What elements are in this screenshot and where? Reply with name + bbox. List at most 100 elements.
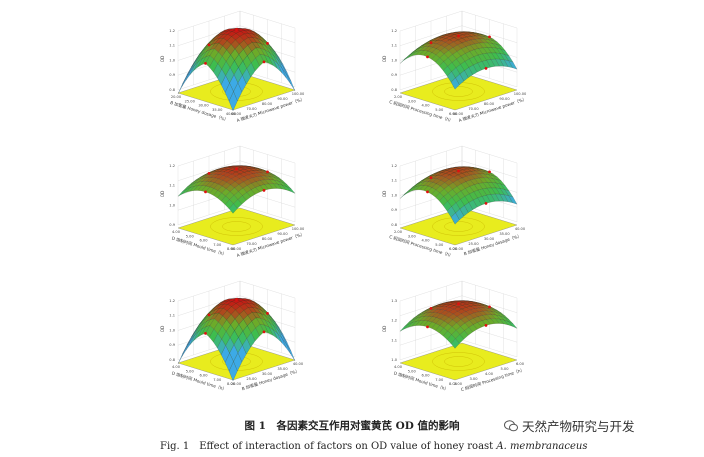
design-point xyxy=(488,305,491,309)
y-tick-label: 60.00 xyxy=(231,112,242,116)
design-point xyxy=(426,190,429,194)
z-tick-label: 1.1 xyxy=(169,44,175,48)
y-tick-label: 80.00 xyxy=(262,102,273,106)
y-tick-label: 35.00 xyxy=(277,367,288,371)
design-point xyxy=(204,190,207,194)
z-tick-label: 1.1 xyxy=(391,338,397,342)
z-tick-label: 0.8 xyxy=(169,358,175,362)
design-point xyxy=(266,41,269,45)
design-point xyxy=(207,171,211,175)
z-tick-label: 1.2 xyxy=(169,29,175,33)
z-tick-label: 0.9 xyxy=(391,73,397,77)
design-point xyxy=(204,61,207,65)
design-point xyxy=(429,176,433,180)
x-tick-label: 2.00 xyxy=(394,95,403,99)
x-axis-ticks: 4.00 5.00 6.00 7.00 8.00 xyxy=(172,230,236,251)
z-axis-label: OD xyxy=(382,326,387,333)
x-tick-label: 7.00 xyxy=(213,378,222,382)
y-tick-label: 90.00 xyxy=(277,97,288,101)
journal-watermark: 天然产物研究与开发 xyxy=(504,416,635,435)
design-point xyxy=(484,66,488,70)
x-tick-label: 2.00 xyxy=(394,230,403,234)
z-tick-label: 1.0 xyxy=(169,203,175,207)
z-tick-label: 1.2 xyxy=(169,164,175,168)
response-surface xyxy=(399,166,518,225)
z-axis-label: OD xyxy=(160,191,165,198)
figure-caption-chinese: 图 1 各因素交互作用对蜜黄芪 OD 值的影响 xyxy=(244,420,460,432)
x-tick-label: 35.00 xyxy=(212,108,223,112)
x-tick-label: 25.00 xyxy=(185,99,196,103)
x-tick-label: 6.00 xyxy=(199,374,208,378)
design-point xyxy=(266,170,269,174)
y-axis-ticks: 60.00 70.00 80.00 90.00 100.00 xyxy=(231,227,305,251)
contour-line xyxy=(444,356,473,367)
z-tick-label: 1.2 xyxy=(169,299,175,303)
x-tick-label: 7.00 xyxy=(213,243,222,247)
z-tick-label: 1.1 xyxy=(391,44,397,48)
design-point xyxy=(207,43,211,47)
figure-caption-english: Fig. 1 Effect of interaction of factors … xyxy=(160,437,587,452)
y-tick-label: 4.00 xyxy=(485,372,494,376)
y-tick-label: 80.00 xyxy=(484,102,495,106)
design-point xyxy=(457,302,460,306)
y-tick-label: 30.00 xyxy=(262,372,273,376)
y-tick-label: 30.00 xyxy=(484,237,495,241)
z-tick-label: 1.1 xyxy=(169,184,175,188)
design-point xyxy=(262,188,266,192)
contour-line xyxy=(210,217,263,236)
x-tick-label: 3.00 xyxy=(408,234,417,238)
design-points xyxy=(426,34,491,70)
x-tick-label: 8.00 xyxy=(227,247,236,251)
x-tick-label: 4.00 xyxy=(394,365,403,369)
y-axis-ticks: 20.00 25.00 30.00 35.00 40.00 xyxy=(231,362,304,386)
y-tick-label: 60.00 xyxy=(231,247,242,251)
design-point xyxy=(235,28,238,31)
y-tick-label: 40.00 xyxy=(515,227,526,231)
y-tick-label: 3.00 xyxy=(469,377,478,381)
y-tick-label: 25.00 xyxy=(246,377,257,381)
response-surface xyxy=(177,28,296,112)
design-point xyxy=(262,60,266,64)
x-tick-label: 5.00 xyxy=(408,369,417,373)
z-tick-label: 0.8 xyxy=(391,223,397,227)
y-tick-label: 35.00 xyxy=(499,232,510,236)
y-tick-label: 2.00 xyxy=(454,382,463,386)
design-point xyxy=(484,201,488,205)
z-tick-label: 0.9 xyxy=(169,343,175,347)
x-tick-label: 5.00 xyxy=(186,234,195,238)
y-tick-label: 70.00 xyxy=(246,242,257,246)
y-tick-label: 100.00 xyxy=(292,92,305,96)
z-tick-label: 0.9 xyxy=(169,73,175,77)
x-tick-label: 6.00 xyxy=(421,374,430,378)
y-tick-label: 25.00 xyxy=(468,242,479,246)
design-point xyxy=(429,306,433,310)
z-tick-label: 1.2 xyxy=(391,319,397,323)
y-tick-label: 5.00 xyxy=(500,367,509,371)
response-surface xyxy=(177,165,296,214)
z-tick-label: 1.1 xyxy=(169,314,175,318)
x-axis-ticks: 4.00 5.00 6.00 7.00 8.00 xyxy=(172,365,236,386)
response-surface xyxy=(399,31,518,90)
x-tick-label: 4.00 xyxy=(421,239,430,243)
watermark-text: 天然产物研究与开发 xyxy=(522,419,635,434)
x-tick-label: 5.00 xyxy=(435,108,444,112)
x-tick-label: 4.00 xyxy=(172,365,181,369)
z-axis-ticks: 0.9 1.0 1.1 1.2 xyxy=(169,164,175,227)
design-point xyxy=(429,41,433,45)
z-axis-ticks: 1.0 1.1 1.2 1.3 xyxy=(391,299,397,362)
y-axis-ticks: 60.00 70.00 80.00 90.00 100.00 xyxy=(453,92,527,116)
z-tick-label: 1.0 xyxy=(391,58,397,62)
design-point xyxy=(484,323,488,327)
z-tick-label: 1.0 xyxy=(169,328,175,332)
contour-line xyxy=(222,221,251,232)
design-points xyxy=(204,298,269,335)
response-surface-plot-3: 0.9 1.0 1.1 1.2 OD 4.00 5.00 6.00 7.00 8.00 60.00 7… xyxy=(118,145,348,270)
x-tick-label: 6.00 xyxy=(449,247,458,251)
z-axis-ticks: 0.8 0.9 1.0 1.1 1.2 xyxy=(391,164,397,227)
y-tick-label: 60.00 xyxy=(453,112,464,116)
design-points xyxy=(426,169,491,205)
response-surface-plot-2: 0.8 0.9 1.0 1.1 1.2 OD 2.00 3.00 4.00 5.00 6.00 60.… xyxy=(340,10,570,135)
caption-en-species: A. membranaceus xyxy=(496,441,588,452)
y-tick-label: 20.00 xyxy=(231,382,242,386)
response-surface-plot-1: 0.8 0.9 1.0 1.1 1.2 OD 20.00 25.00 30.00 35.00 40.… xyxy=(118,10,348,135)
